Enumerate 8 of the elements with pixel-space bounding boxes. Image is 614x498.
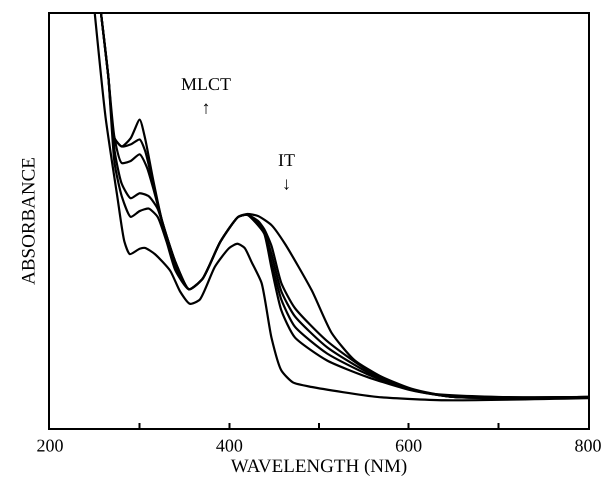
x-tick-label: 200 <box>36 436 64 456</box>
x-tick-label: 600 <box>395 436 422 456</box>
annotation: IT ↓ <box>278 150 295 194</box>
x-tick-label: 800 <box>574 436 602 456</box>
y-axis-title: ABSORBANCE <box>18 157 40 285</box>
x-tick-label: 400 <box>216 436 243 456</box>
annotation: MLCT ↑ <box>181 74 232 118</box>
x-axis-title: WAVELENGTH (NM) <box>230 456 408 477</box>
